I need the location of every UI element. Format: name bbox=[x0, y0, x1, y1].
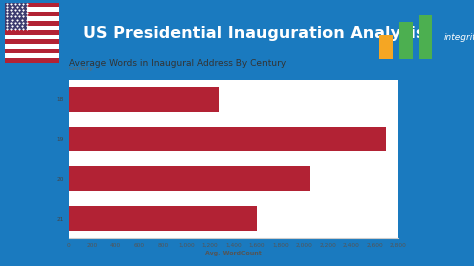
Bar bbox=[5, 3, 59, 7]
Text: Century: Century bbox=[69, 65, 94, 70]
Bar bbox=[5, 49, 59, 53]
Bar bbox=[5, 21, 59, 26]
Bar bbox=[69, 206, 257, 231]
Bar bbox=[5, 39, 59, 44]
Bar bbox=[5, 35, 59, 39]
Bar bbox=[5, 3, 27, 30]
Bar bbox=[5, 12, 59, 16]
Bar bbox=[5, 53, 59, 58]
Text: US Presidential Inauguration Analysis: US Presidential Inauguration Analysis bbox=[83, 26, 425, 41]
Bar bbox=[5, 7, 59, 12]
Text: integrity: integrity bbox=[444, 32, 474, 41]
Text: Average Words in Inaugural Address By Century: Average Words in Inaugural Address By Ce… bbox=[69, 59, 286, 68]
X-axis label: Avg. WordCount: Avg. WordCount bbox=[205, 251, 262, 256]
Bar bbox=[69, 167, 310, 191]
Bar bbox=[399, 22, 412, 59]
Bar bbox=[69, 87, 219, 112]
Bar bbox=[5, 26, 59, 30]
Bar bbox=[5, 30, 59, 35]
Bar bbox=[379, 35, 392, 59]
Bar bbox=[5, 58, 59, 63]
Bar bbox=[419, 15, 432, 59]
Bar bbox=[69, 127, 386, 151]
Bar bbox=[5, 16, 59, 21]
Bar bbox=[5, 44, 59, 49]
